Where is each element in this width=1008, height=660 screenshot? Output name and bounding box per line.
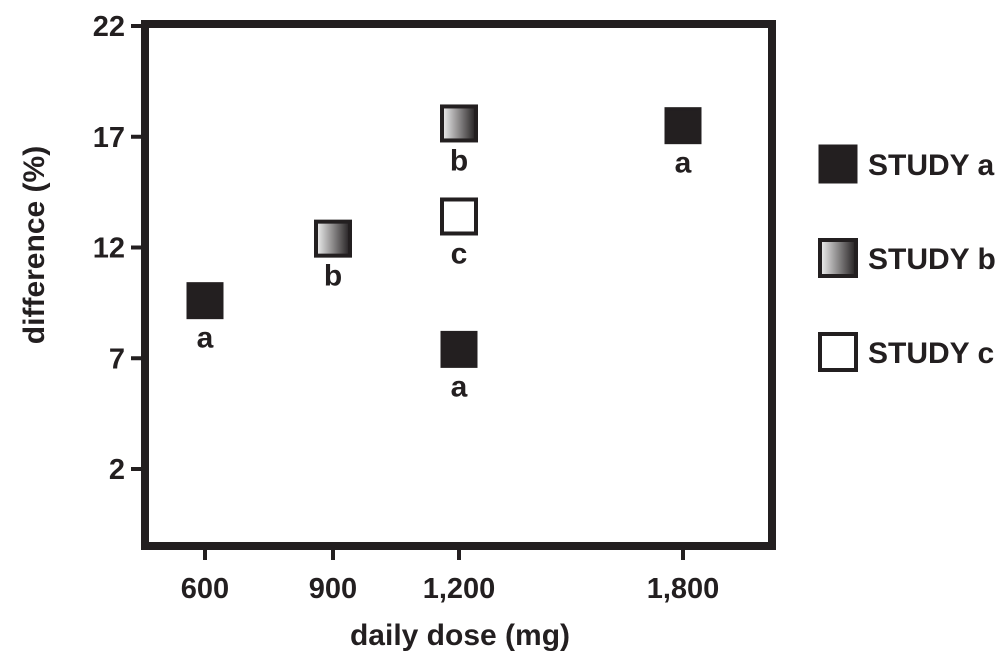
data-point-labels: a a a b b c — [197, 144, 692, 403]
point-study-a — [440, 330, 478, 368]
legend-label: STUDY c — [868, 337, 994, 370]
x-tick-label: 900 — [309, 573, 357, 605]
point-label: a — [675, 147, 692, 180]
data-points — [186, 104, 702, 368]
y-tick-label: 22 — [93, 11, 125, 43]
legend-label: STUDY a — [868, 149, 994, 182]
point-study-b — [440, 104, 478, 143]
legend-swatch — [818, 144, 858, 184]
x-axis-title: daily dose (mg) — [350, 619, 570, 652]
legend-label: STUDY b — [868, 243, 996, 276]
x-tick-label: 1,800 — [647, 573, 720, 605]
plot-frame — [141, 20, 776, 550]
point-label: c — [451, 237, 468, 270]
x-axis-ticks: 600 900 1,200 1,800 — [181, 546, 719, 605]
point-label: a — [197, 322, 214, 355]
point-label: b — [324, 260, 342, 293]
y-tick-label: 12 — [93, 233, 125, 265]
x-tick-label: 1,200 — [423, 573, 496, 605]
legend-swatch — [818, 238, 858, 278]
legend-swatch — [818, 332, 858, 372]
point-study-a — [186, 282, 224, 320]
x-tick-label: 600 — [181, 573, 229, 605]
y-tick-label: 2 — [109, 454, 125, 486]
legend: STUDY a STUDY b STUDY c — [818, 144, 996, 372]
point-study-c — [440, 197, 478, 236]
point-label: a — [451, 370, 468, 403]
point-study-a — [664, 107, 702, 145]
y-axis-ticks: 2 7 12 17 22 — [93, 11, 145, 486]
y-tick-label: 17 — [93, 122, 125, 154]
point-label: b — [450, 144, 468, 177]
y-tick-label: 7 — [109, 343, 125, 375]
y-axis-title: difference (%) — [18, 146, 51, 344]
point-study-b — [314, 219, 352, 258]
